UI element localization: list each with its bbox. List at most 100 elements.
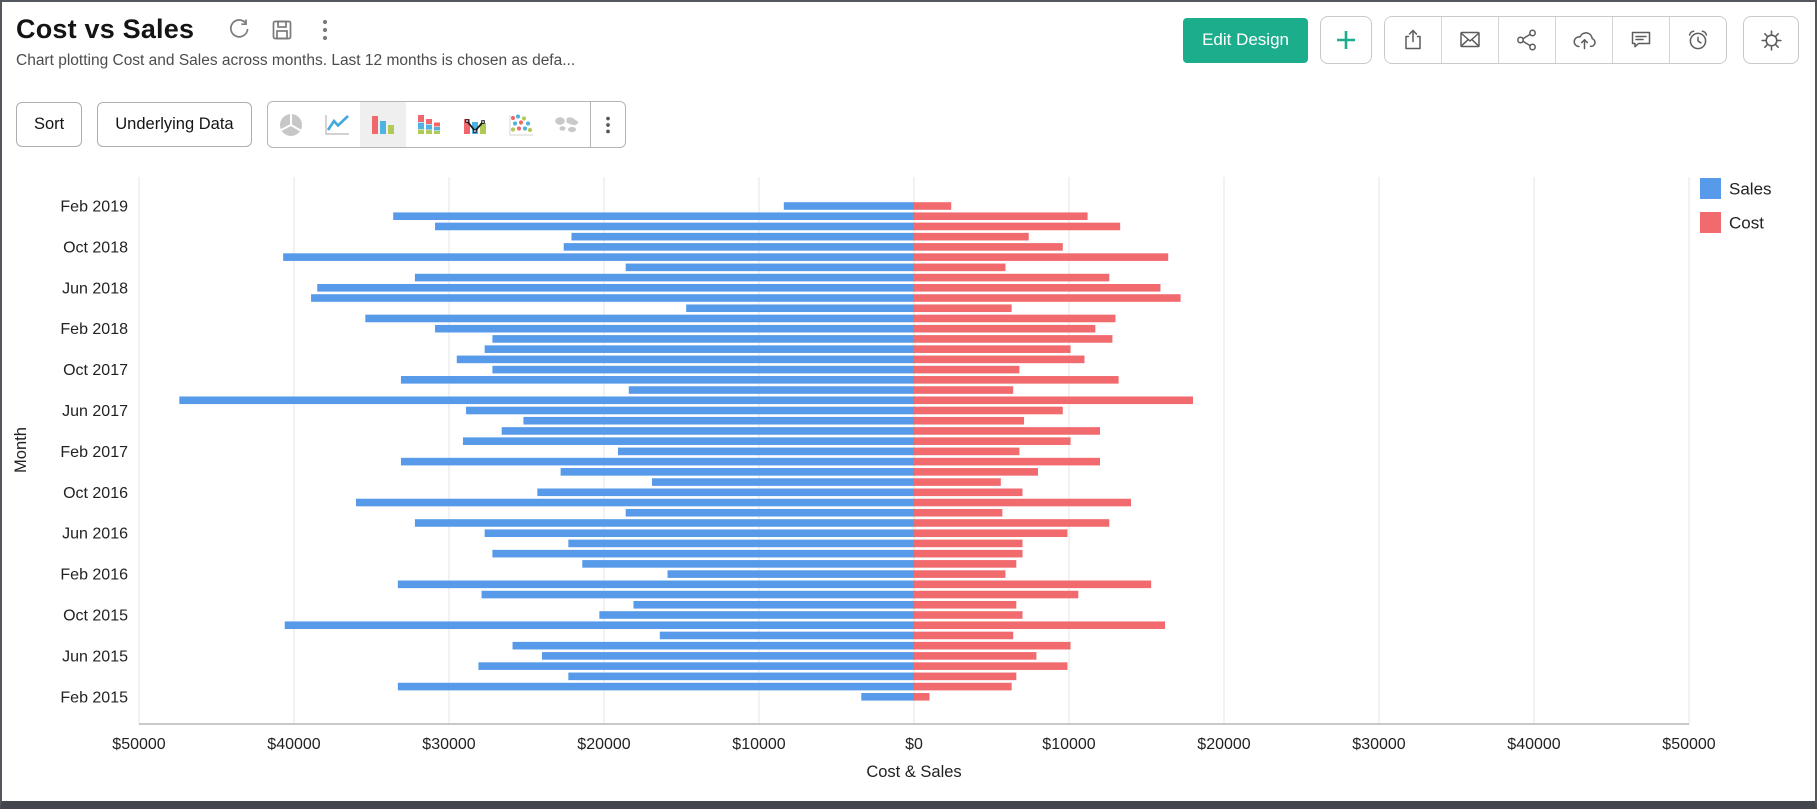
cost-bar[interactable]: [914, 222, 1121, 231]
sales-bar[interactable]: [501, 427, 914, 435]
sales-bar[interactable]: [861, 693, 914, 701]
publish-button[interactable]: [1556, 17, 1613, 63]
sort-button[interactable]: Sort: [16, 102, 83, 147]
sales-bar[interactable]: [466, 406, 914, 415]
cost-bar[interactable]: [914, 682, 1012, 691]
sales-bar[interactable]: [284, 621, 914, 630]
cost-bar[interactable]: [914, 406, 1063, 415]
chart-type-bar-icon[interactable]: [359, 102, 406, 147]
cost-bar[interactable]: [914, 478, 1001, 486]
cost-bar[interactable]: [914, 672, 1017, 681]
cost-bar[interactable]: [914, 621, 1166, 630]
cost-bar[interactable]: [914, 600, 1017, 609]
sales-bar[interactable]: [523, 416, 914, 425]
cost-bar[interactable]: [914, 488, 1023, 497]
sales-bar[interactable]: [365, 314, 914, 323]
chart-type-pie-icon[interactable]: [268, 102, 314, 147]
legend-label-cost[interactable]: Cost: [1729, 214, 1764, 233]
edit-design-button[interactable]: Edit Design: [1183, 17, 1308, 63]
cost-bar[interactable]: [914, 253, 1169, 261]
cost-bar[interactable]: [914, 212, 1088, 221]
cost-bar[interactable]: [914, 508, 1003, 517]
sales-bar[interactable]: [667, 570, 914, 578]
cost-bar[interactable]: [914, 437, 1071, 445]
cost-bar[interactable]: [914, 294, 1181, 302]
cost-bar[interactable]: [914, 447, 1020, 456]
sales-bar[interactable]: [625, 263, 914, 272]
legend-label-sales[interactable]: Sales: [1729, 180, 1772, 199]
sales-bar[interactable]: [414, 273, 914, 282]
cost-bar[interactable]: [914, 498, 1131, 507]
cost-bar[interactable]: [914, 693, 930, 701]
cost-bar[interactable]: [914, 304, 1012, 313]
cost-bar[interactable]: [914, 376, 1119, 384]
email-button[interactable]: [1442, 17, 1499, 63]
cost-bar[interactable]: [914, 386, 1014, 394]
sales-bar[interactable]: [599, 611, 914, 619]
alerts-button[interactable]: [1670, 17, 1726, 63]
cost-bar[interactable]: [914, 570, 1006, 578]
sales-bar[interactable]: [283, 253, 914, 261]
cost-bar[interactable]: [914, 631, 1014, 640]
sales-bar[interactable]: [478, 662, 914, 670]
chart-type-line-icon[interactable]: [314, 102, 360, 147]
more-options-icon[interactable]: [312, 17, 338, 43]
sales-bar[interactable]: [537, 488, 914, 497]
sales-bar[interactable]: [492, 365, 914, 374]
cost-bar[interactable]: [914, 416, 1025, 425]
cost-bar[interactable]: [914, 355, 1085, 364]
sales-bar[interactable]: [435, 222, 914, 231]
sales-bar[interactable]: [617, 447, 914, 456]
sales-bar[interactable]: [481, 590, 914, 599]
sales-bar[interactable]: [563, 243, 914, 251]
comments-button[interactable]: [1613, 17, 1670, 63]
cost-bar[interactable]: [914, 324, 1096, 333]
sales-bar[interactable]: [633, 600, 914, 609]
sales-bar[interactable]: [492, 549, 914, 558]
settings-button[interactable]: [1743, 16, 1799, 64]
cost-bar[interactable]: [914, 314, 1116, 323]
sales-bar[interactable]: [311, 294, 914, 302]
cost-bar[interactable]: [914, 539, 1023, 548]
sales-bar[interactable]: [456, 355, 914, 364]
cost-bar[interactable]: [914, 519, 1110, 527]
sales-bar[interactable]: [317, 284, 914, 292]
sales-bar[interactable]: [397, 682, 915, 691]
sales-bar[interactable]: [484, 345, 914, 353]
sales-bar[interactable]: [628, 386, 914, 394]
sales-bar[interactable]: [400, 376, 914, 384]
cost-bar[interactable]: [914, 243, 1063, 251]
sales-bar[interactable]: [568, 672, 914, 681]
cost-bar[interactable]: [914, 284, 1161, 292]
cost-bar[interactable]: [914, 263, 1006, 272]
sales-bar[interactable]: [179, 396, 915, 405]
cost-bar[interactable]: [914, 273, 1110, 282]
sales-bar[interactable]: [356, 498, 914, 507]
cost-bar[interactable]: [914, 549, 1023, 558]
sales-bar[interactable]: [582, 560, 914, 568]
sales-bar[interactable]: [400, 457, 914, 466]
cost-bar[interactable]: [914, 580, 1152, 589]
cost-bar[interactable]: [914, 560, 1017, 568]
sales-bar[interactable]: [462, 437, 914, 445]
sales-bar[interactable]: [652, 478, 914, 486]
sales-bar[interactable]: [512, 641, 914, 650]
chart-type-stacked-bar-icon[interactable]: [406, 102, 452, 147]
sales-bar[interactable]: [659, 631, 914, 640]
sales-bar[interactable]: [393, 212, 914, 221]
export-button[interactable]: [1385, 17, 1442, 63]
sales-bar[interactable]: [397, 580, 915, 589]
sales-bar[interactable]: [686, 304, 914, 313]
sales-bar[interactable]: [484, 529, 914, 537]
sales-bar[interactable]: [435, 324, 914, 333]
cost-bar[interactable]: [914, 396, 1193, 405]
cost-bar[interactable]: [914, 611, 1023, 619]
cost-bar[interactable]: [914, 202, 952, 210]
chart-type-combo-icon[interactable]: [452, 102, 498, 147]
sales-bar[interactable]: [560, 468, 914, 476]
legend-swatch-cost[interactable]: [1700, 212, 1721, 233]
underlying-data-button[interactable]: Underlying Data: [97, 102, 252, 147]
cost-bar[interactable]: [914, 662, 1068, 670]
cost-bar[interactable]: [914, 641, 1071, 650]
sales-bar[interactable]: [568, 539, 914, 548]
